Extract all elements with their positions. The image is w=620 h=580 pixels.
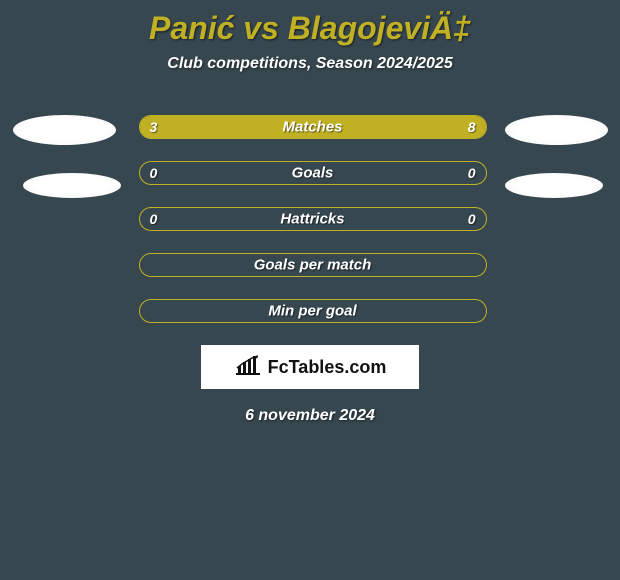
- player-avatar-right-2: [505, 173, 603, 198]
- stat-value-right: 0: [468, 211, 476, 227]
- stats-area: 3 8 Matches 0 0 Goals 0 0 Hattricks Goals per mat…: [0, 115, 620, 323]
- stat-label: Matches: [282, 119, 342, 136]
- player-avatar-right-1: [505, 115, 608, 145]
- stat-label: Min per goal: [268, 303, 356, 320]
- player-avatar-left-2: [23, 173, 121, 198]
- stat-bar: Goals per match: [139, 253, 487, 277]
- page-subtitle: Club competitions, Season 2024/2025: [0, 55, 620, 73]
- stat-bar: 0 0 Goals: [139, 161, 487, 185]
- stat-value-right: 8: [468, 119, 476, 135]
- stat-value-left: 0: [150, 165, 158, 181]
- stat-label: Goals: [292, 165, 334, 182]
- stat-bar: Min per goal: [139, 299, 487, 323]
- stats-card: Panić vs BlagojeviÄ‡ Club competitions, …: [0, 0, 620, 425]
- stat-bar: 3 8 Matches: [139, 115, 487, 139]
- brand-text: FcTables.com: [268, 357, 387, 378]
- left-avatar-col: [13, 115, 121, 198]
- chart-icon: [234, 354, 262, 381]
- stat-value-left: 3: [150, 119, 158, 135]
- stat-bar: 0 0 Hattricks: [139, 207, 487, 231]
- date-label: 6 november 2024: [0, 407, 620, 425]
- player-avatar-left-1: [13, 115, 116, 145]
- stat-bars: 3 8 Matches 0 0 Goals 0 0 Hattricks Goals per mat…: [139, 115, 487, 323]
- stat-value-left: 0: [150, 211, 158, 227]
- stat-label: Goals per match: [254, 257, 372, 274]
- stat-value-right: 0: [468, 165, 476, 181]
- page-title: Panić vs BlagojeviÄ‡: [0, 10, 620, 47]
- brand-logo[interactable]: FcTables.com: [201, 345, 419, 389]
- bar-fill-right: [233, 116, 486, 138]
- stat-label: Hattricks: [280, 211, 344, 228]
- right-avatar-col: [505, 115, 608, 198]
